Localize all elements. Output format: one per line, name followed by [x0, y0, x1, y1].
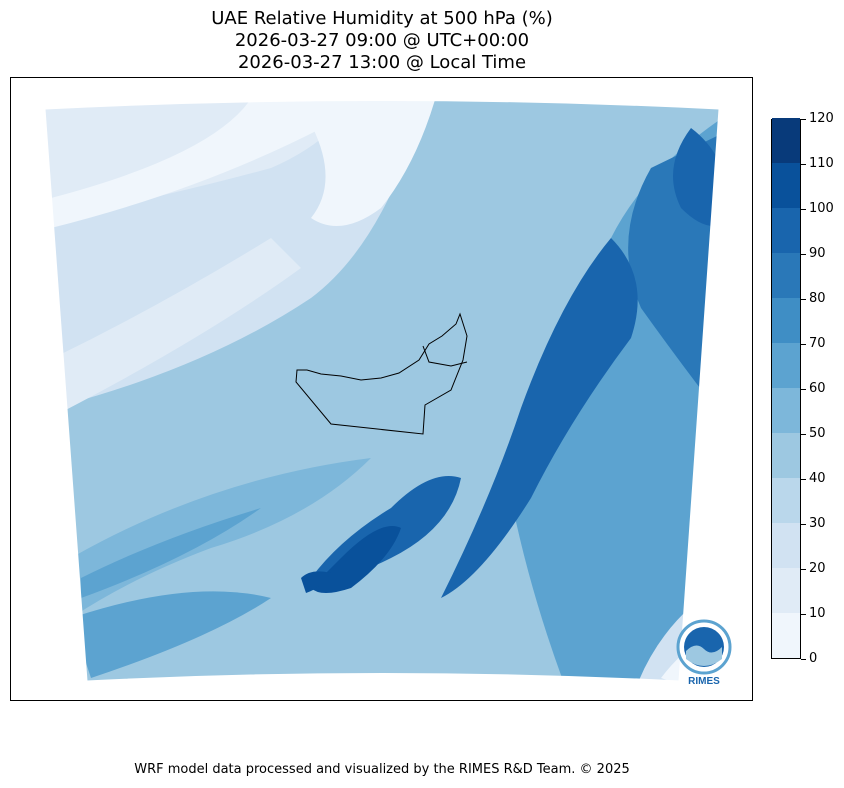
colorbar-segment [772, 477, 800, 523]
colorbar-tick [801, 164, 806, 165]
colorbar-segment [772, 432, 800, 478]
colorbar-tick-label: 50 [809, 426, 826, 441]
colorbar-tick [801, 434, 806, 435]
colorbar-segment [772, 387, 800, 433]
colorbar-tick [801, 659, 806, 660]
colorbar-segment [772, 522, 800, 568]
colorbar-tick [801, 254, 806, 255]
colorbar-tick-label: 100 [809, 201, 834, 216]
colorbar-tick-label: 60 [809, 381, 826, 396]
colorbar-segment [772, 342, 800, 388]
colorbar-segment [772, 207, 800, 253]
colorbar-tick [801, 389, 806, 390]
colorbar-segment [772, 252, 800, 298]
colorbar [771, 117, 801, 659]
colorbar-tick-label: 0 [809, 651, 818, 666]
logo-text: RIMES [688, 676, 720, 687]
colorbar-tick [801, 479, 806, 480]
humidity-map [44, 100, 720, 682]
colorbar-segment [772, 567, 800, 613]
colorbar-tick-label: 30 [809, 516, 826, 531]
colorbar-tick-label: 120 [809, 111, 834, 126]
colorbar-tick [801, 569, 806, 570]
colorbar-tick-label: 40 [809, 471, 826, 486]
colorbar-tick-label: 70 [809, 336, 826, 351]
colorbar-tick [801, 344, 806, 345]
colorbar-tick [801, 209, 806, 210]
colorbar-tick [801, 524, 806, 525]
utc-time: 2026-03-27 09:00 @ UTC+00:00 [234, 30, 530, 51]
uae-border [295, 312, 468, 435]
colorbar-segment [772, 612, 800, 658]
local-time: 2026-03-27 13:00 @ Local Time [237, 52, 527, 73]
colorbar-segment [772, 297, 800, 343]
colorbar-segment [772, 117, 800, 163]
colorbar-tick-label: 90 [809, 246, 826, 261]
colorbar-tick-label: 20 [809, 561, 826, 576]
colorbar-tick [801, 299, 806, 300]
colorbar-tick-label: 10 [809, 606, 826, 621]
colorbar-segment [772, 162, 800, 208]
colorbar-tick [801, 119, 806, 120]
footer-credit: WRF model data processed and visualized … [134, 762, 630, 777]
chart-title: UAE Relative Humidity at 500 hPa (%) [211, 8, 553, 29]
rimes-logo: RIMES [676, 619, 732, 687]
colorbar-tick-label: 80 [809, 291, 826, 306]
colorbar-tick-label: 110 [809, 156, 834, 171]
colorbar-tick [801, 614, 806, 615]
map-panel [10, 77, 753, 701]
